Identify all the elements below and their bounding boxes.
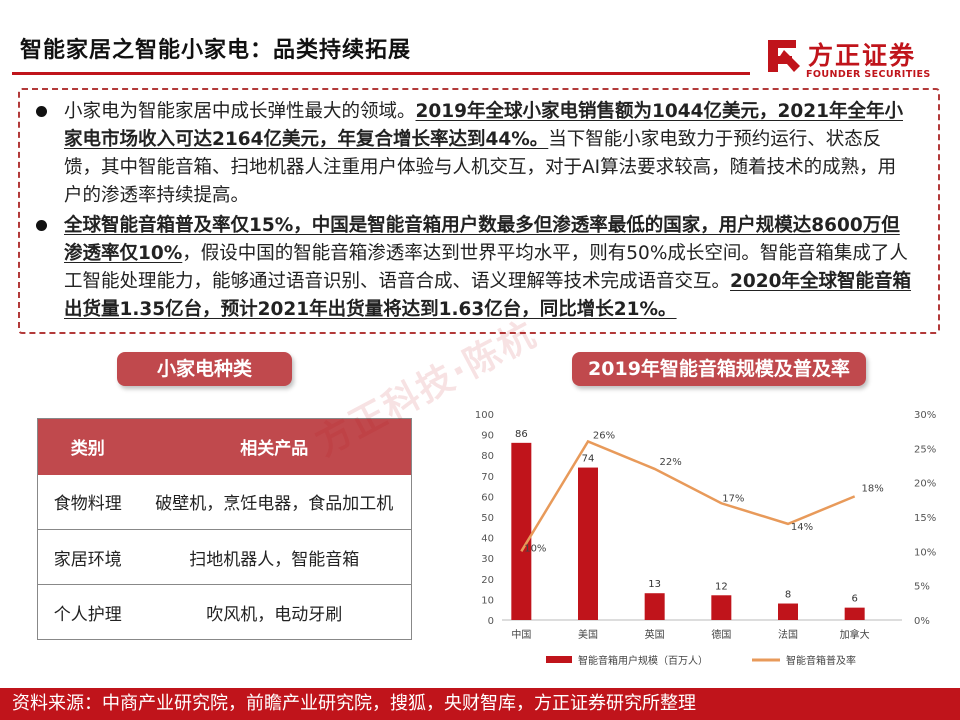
appliance-types-table: 类别 相关产品 食物料理 破壁机，烹饪电器，食品加工机 家居环境 扫地机器人，智… [37,418,412,640]
bar [711,595,732,620]
cell-category: 个人护理 [37,584,138,640]
p1-text-a: 小家电为智能家居中成长弹性最大的领域。 [64,101,416,122]
title-rule [12,72,750,75]
cell-products: 破壁机，烹饪电器，食品加工机 [137,474,412,530]
summary-paragraph-2: 全球智能音箱普及率仅15%，中国是智能音箱用户数最多但渗透率最低的国家，用户规模… [32,212,912,324]
bar-data-label: 8 [785,590,791,601]
bar [644,593,665,620]
bar [578,467,598,620]
line-data-label: 26% [593,430,615,441]
bullet-icon [36,220,47,231]
brand-logo: 方正证券 FOUNDER SECURITIES [766,36,946,84]
bar-data-label: 13 [648,579,661,590]
table-row: 个人护理 吹风机，电动牙刷 [37,584,412,640]
p2-text-b: ，假设中国的智能音箱渗透率达到世界平均水平，则有50%成长空间。智能音箱集成了人… [64,243,908,292]
cell-products: 吹风机，电动牙刷 [137,584,412,640]
table-header-row: 类别 相关产品 [37,418,412,475]
bar-data-label: 6 [851,594,857,605]
y-right-tick-label: 15% [914,513,936,524]
y-left-tick-label: 70 [481,472,494,483]
chart-panel-title: 2019年智能音箱规模及普及率 [572,352,866,386]
bar [844,607,865,620]
y-right-tick-label: 20% [914,479,936,490]
line-data-label: 18% [862,483,884,494]
y-left-tick-label: 50 [481,513,494,524]
y-right-tick-label: 10% [914,547,936,558]
smart-speaker-chart: 0 10 20 30 40 50 60 70 80 90 100 0% 5% 10% 15% 20% 25% 30… [475,410,936,667]
y-left-tick-label: 60 [481,492,494,503]
x-tick-label: 美国 [578,628,598,641]
cell-products: 扫地机器人，智能音箱 [137,529,412,585]
p2-text-bold-2: 2020年全球智能音箱出货量1.35亿台，预计2021年出货量将达到1.63亿台… [64,271,912,320]
summary-paragraph-1: 小家电为智能家居中成长弹性最大的领域。2019年全球小家电销售额为1044亿美元… [32,98,912,210]
y-left-tick-label: 40 [481,534,494,545]
y-right-tick-label: 30% [914,410,936,421]
logo-english-text: FOUNDER SECURITIES [806,69,931,80]
bar [778,603,798,620]
line-data-label: 22% [660,457,682,468]
line-data-label: 14% [791,522,813,533]
bar-data-label: 12 [715,581,728,592]
y-left-tick-label: 20 [481,575,494,586]
y-left-tick-label: 10 [481,595,494,606]
y-left-tick-label: 80 [481,451,494,462]
header-products: 相关产品 [137,418,412,475]
y-right-tick-label: 25% [914,444,936,455]
table-row: 食物料理 破壁机，烹饪电器，食品加工机 [37,474,412,530]
y-left-tick-label: 90 [481,431,494,442]
series-line-penetration [520,439,856,552]
x-tick-label: 英国 [645,628,665,641]
summary-box: 小家电为智能家居中成长弹性最大的领域。2019年全球小家电销售额为1044亿美元… [18,88,940,334]
bar [511,442,532,620]
logo-chinese-text: 方正证券 [808,41,917,70]
cell-category: 食物料理 [37,474,138,530]
bar-data-label: 86 [515,429,528,440]
p2-text-bold: 全球智能音箱普及率仅15%，中国是智能音箱用户数最多但渗透率最低的国家，用户规模… [64,215,900,264]
line-data-label: 17% [722,493,744,504]
x-tick-label: 加拿大 [840,628,870,641]
p1-text-c: 当下智能小家电致力于预约运行、状态反馈，其中智能音箱、扫地机器人注重用户体验与人… [64,129,897,206]
x-tick-label: 中国 [511,628,531,641]
footer-source: 资料来源：中商产业研究院，前瞻产业研究院，搜狐，央财智库，方正证券研究所整理 [0,688,960,720]
legend-label-bar: 智能音箱用户规模（百万人） [578,654,708,667]
x-tick-label: 法国 [778,628,798,641]
legend-label-line: 智能音箱普及率 [786,654,856,667]
table-row: 家居环境 扫地机器人，智能音箱 [37,529,412,585]
y-right-tick-label: 5% [914,582,930,593]
types-panel-title: 小家电种类 [117,352,292,386]
page-title: 智能家居之智能小家电：品类持续拓展 [20,38,412,63]
y-right-tick-label: 0% [914,616,930,627]
legend-swatch-bar [546,656,572,663]
cell-category: 家居环境 [37,529,138,585]
p1-text-bold: 2019年全球小家电销售额为1044亿美元，2021年全年小家电市场收入可达21… [64,101,903,150]
y-left-tick-label: 100 [475,410,494,421]
founder-logo-icon [768,40,800,72]
header-category: 类别 [37,418,138,475]
y-left-tick-label: 30 [481,554,494,565]
y-left-tick-label: 0 [488,616,494,627]
x-tick-label: 德国 [711,628,731,641]
bar-data-label: 74 [582,454,595,465]
line-data-label: 10% [524,543,546,554]
bullet-icon [36,106,47,117]
